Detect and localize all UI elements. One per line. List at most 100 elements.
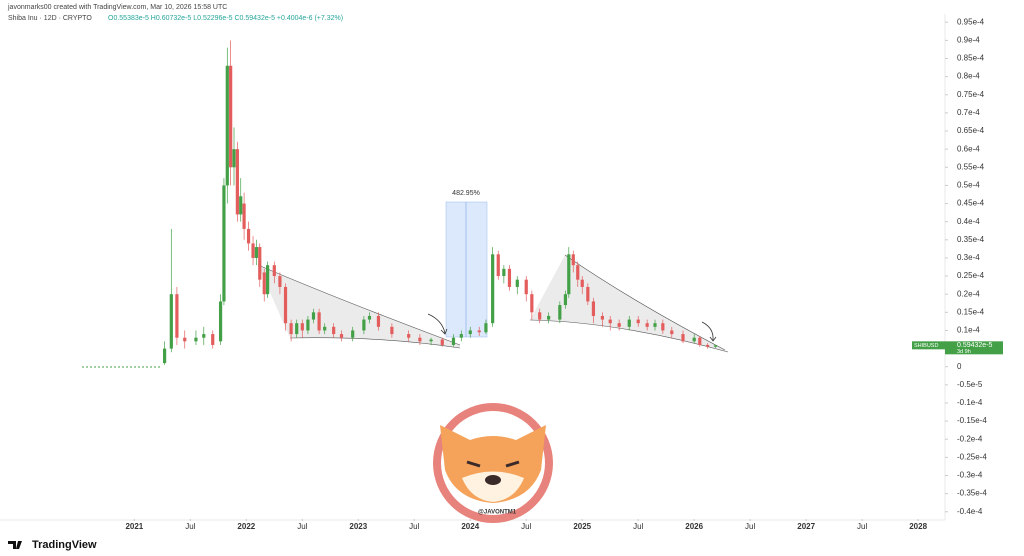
candle-body xyxy=(653,323,657,327)
candle-body xyxy=(468,330,472,335)
y-tick-label: 0.55e-4 xyxy=(957,162,985,171)
candle-body xyxy=(169,294,173,349)
price-tag-countdown: 3d 9h xyxy=(957,349,971,355)
candle-body xyxy=(477,330,481,333)
candle-body xyxy=(586,286,590,302)
candle-body xyxy=(645,323,649,327)
y-tick-label: 0.65e-4 xyxy=(957,126,985,135)
y-tick-label: 0 xyxy=(957,362,962,371)
candle-body xyxy=(202,334,206,338)
candle-body xyxy=(576,265,580,280)
candle-body xyxy=(162,348,167,364)
y-tick-label: -0.4e-4 xyxy=(957,507,983,516)
candle-body xyxy=(317,312,321,331)
y-tick-label: 0.15e-4 xyxy=(957,307,985,316)
candle-body xyxy=(538,312,542,320)
price-tag-symbol: SHIBUSD xyxy=(914,343,938,349)
candle-body xyxy=(278,276,282,287)
candle-body xyxy=(376,315,381,327)
candle-body xyxy=(367,315,372,320)
range-box xyxy=(445,201,488,338)
x-tick-label: Jul xyxy=(633,522,643,531)
y-tick-label: 0.35e-4 xyxy=(957,235,985,244)
x-tick-label: 2023 xyxy=(349,522,367,531)
y-tick-label: 0.9e-4 xyxy=(957,35,980,44)
candle-body xyxy=(713,345,718,347)
candle-body xyxy=(507,268,512,287)
candle-body xyxy=(232,149,236,168)
candle-body xyxy=(239,196,243,215)
wedge-1-lines xyxy=(257,264,461,349)
candle-body xyxy=(266,265,270,295)
candle-body xyxy=(323,326,327,331)
x-tick-label: 2026 xyxy=(685,522,703,531)
wedge-2-lines xyxy=(529,254,729,353)
candle-body xyxy=(235,149,239,215)
x-tick-label: 2025 xyxy=(573,522,591,531)
candle-body xyxy=(692,337,696,342)
x-tick-label: 2027 xyxy=(797,522,815,531)
watermark: @JAVONTM1 xyxy=(478,510,517,516)
candle-body xyxy=(698,337,702,345)
candle-body xyxy=(681,334,685,342)
x-tick-label: 2028 xyxy=(909,522,927,531)
candle-body xyxy=(283,286,288,324)
arrow-2 xyxy=(701,321,717,342)
candle-body xyxy=(484,323,488,333)
candle-body xyxy=(567,254,571,295)
x-tick-label: Jul xyxy=(857,522,867,531)
y-tick-label: 0.95e-4 xyxy=(957,17,985,26)
candle-body xyxy=(496,254,500,277)
candle-body xyxy=(491,254,495,324)
candle-body xyxy=(636,319,640,324)
candle-body xyxy=(418,337,422,342)
x-tick-label: Jul xyxy=(521,522,531,531)
range-label: 482.95% xyxy=(452,190,480,197)
y-tick-label: 0.75e-4 xyxy=(957,90,985,99)
x-tick-label: Jul xyxy=(297,522,307,531)
symbol: Shiba Inu · 12D · CRYPTO xyxy=(8,15,92,22)
candle-body xyxy=(502,268,506,277)
x-tick-label: Jul xyxy=(745,522,755,531)
candle-body xyxy=(661,323,665,331)
y-tick-label: 0.7e-4 xyxy=(957,108,980,117)
candle-body xyxy=(289,323,293,335)
y-tick-label: 0.6e-4 xyxy=(957,144,980,153)
candle-body xyxy=(530,294,534,313)
shiba-logo xyxy=(433,403,553,523)
candle-body xyxy=(617,323,621,327)
candle-body xyxy=(225,65,229,186)
candle-body xyxy=(407,334,411,338)
y-tick-label: 0.2e-4 xyxy=(957,289,980,298)
candle-body xyxy=(608,319,612,324)
y-tick-label: 0.5e-4 xyxy=(957,181,980,190)
candle-body xyxy=(194,337,198,342)
y-tick-label: 0.1e-4 xyxy=(957,326,980,335)
y-tick-label: -0.1e-4 xyxy=(957,398,983,407)
y-tick-label: 0.45e-4 xyxy=(957,199,985,208)
candle-body xyxy=(258,247,262,280)
candle-body xyxy=(362,319,366,331)
y-tick-label: -0.5e-5 xyxy=(957,380,983,389)
y-tick-label: -0.35e-4 xyxy=(957,489,987,498)
candle-body xyxy=(183,337,187,342)
y-tick-label: 0.25e-4 xyxy=(957,271,985,280)
y-tick-label: 0.4e-4 xyxy=(957,217,980,226)
arrow-1 xyxy=(427,313,448,335)
x-tick-label: 2022 xyxy=(237,522,255,531)
wedge-2 xyxy=(530,255,728,352)
candle-body xyxy=(211,334,215,345)
candle-body xyxy=(459,334,463,338)
candle-body xyxy=(524,279,528,295)
x-tick-label: Jul xyxy=(409,522,419,531)
candle-body xyxy=(339,334,344,338)
y-tick-label: -0.3e-4 xyxy=(957,471,983,480)
candle-body xyxy=(229,65,233,168)
candle-body xyxy=(246,228,251,244)
candle-body xyxy=(591,301,596,316)
candle-body xyxy=(571,254,575,266)
candle-body xyxy=(251,243,255,258)
candle-body xyxy=(218,301,223,342)
candle-body xyxy=(627,319,631,327)
